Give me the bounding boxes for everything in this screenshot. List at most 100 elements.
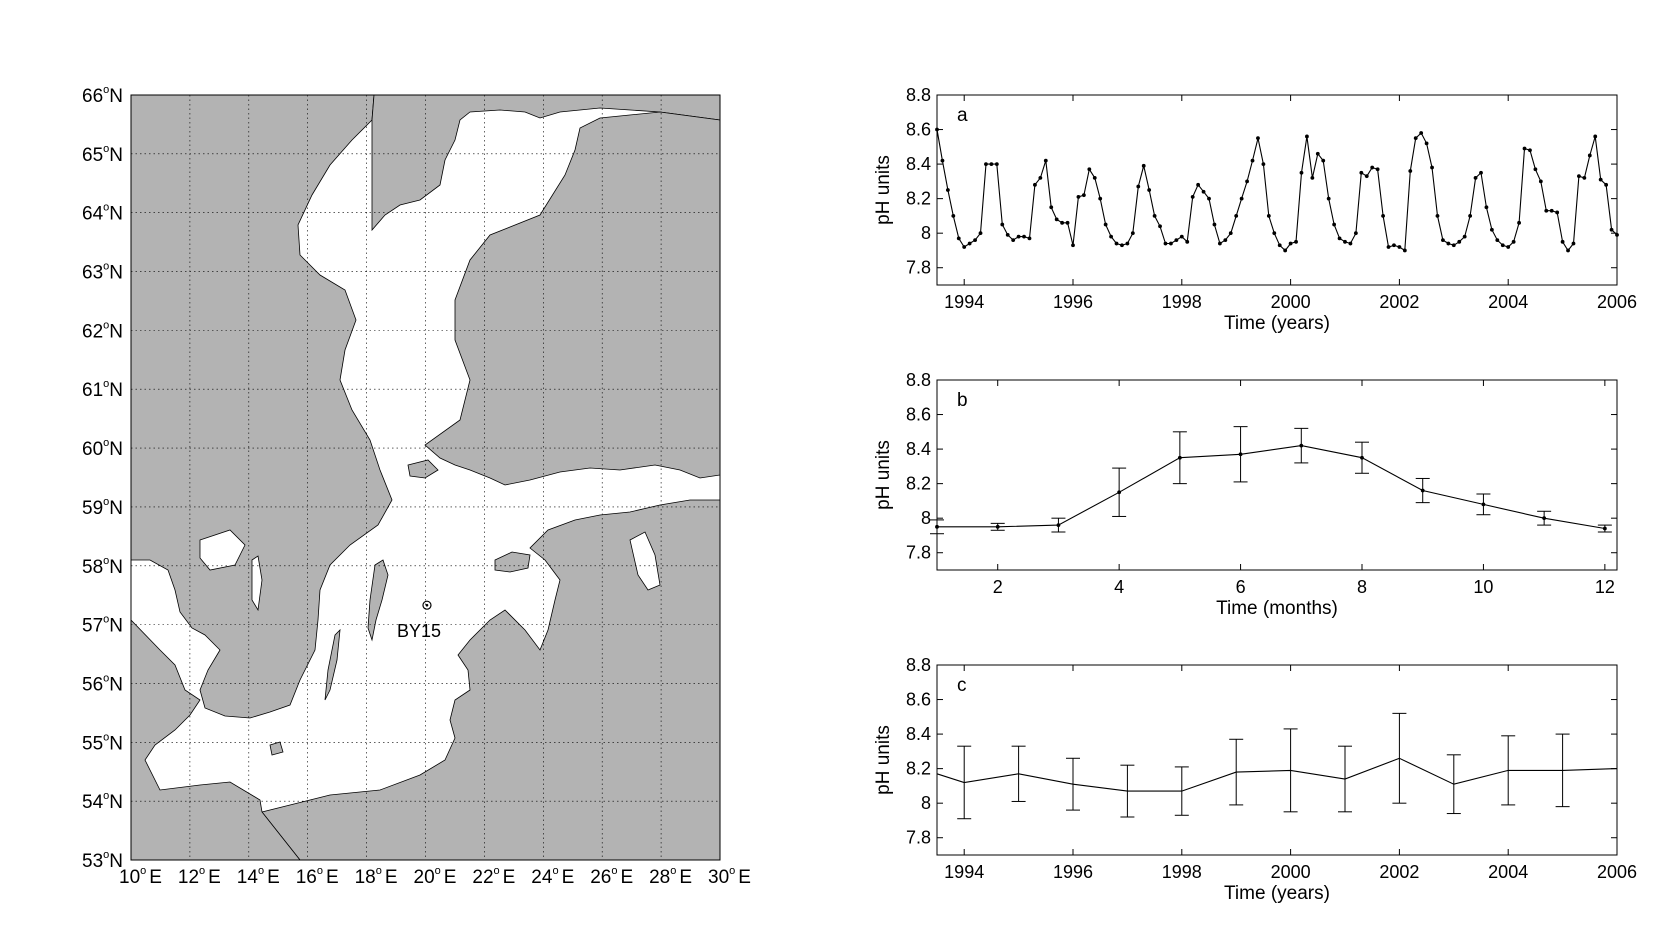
data-point (1511, 239, 1516, 244)
data-point (1582, 176, 1587, 180)
y-tick-label: 8.4 (906, 154, 931, 174)
longitude-label: 16o E (296, 865, 339, 888)
data-point (1152, 214, 1157, 218)
lake-peipus (629, 531, 661, 591)
longitude-label: 26o E (590, 865, 633, 888)
data-point (1261, 162, 1266, 166)
latitude-label: 60oN (82, 437, 123, 460)
latitude-label: 63oN (82, 261, 123, 284)
panel-label: a (957, 105, 968, 126)
data-point (1163, 241, 1168, 246)
panel-a-ph-timeseries: 1994 1996 1998 2000 2002 2004 2006 7.8 8 8.2 8.4 8.… (873, 85, 1637, 334)
map-frame (130, 94, 721, 861)
data-point (1245, 179, 1249, 184)
x-tick-label: 2002 (1379, 862, 1419, 882)
data-point (1370, 165, 1375, 170)
latitude-labels: 66oN 65oN 64oN 63oN 62oN 61oN 60oN 59oN 58oN 57oN… (82, 84, 123, 872)
data-point (1087, 167, 1092, 172)
data-point (1386, 245, 1391, 249)
data-point (1277, 243, 1282, 248)
data-point (1185, 239, 1190, 244)
data-point (1179, 234, 1184, 239)
longitude-labels: 10o E 12o E 14o E 16o E 18o E 20o E 22o E 24o E 26o E 28o E… (119, 865, 751, 888)
data-point (956, 236, 961, 241)
data-point (1196, 182, 1201, 187)
data-point (1566, 248, 1570, 253)
data-point (1076, 195, 1081, 199)
data-point (1011, 238, 1016, 242)
latitude-label: 64oN (82, 202, 123, 225)
data-point (1441, 238, 1445, 242)
panel-b-ph-monthly-climatology: 2 4 6 8 10 12 7.8 8 8.2 8.4 8.6 8.8 Time (months) pH … (873, 370, 1618, 619)
data-point (1033, 182, 1037, 187)
station-by15: BY15 (397, 600, 441, 641)
panel-c-ph-annual-mean: 1994 1996 1998 2000 2002 2004 2006 7.8 8 8.2 8.4 8.… (873, 655, 1637, 904)
station-label: BY15 (397, 621, 441, 641)
x-axis-label: Time (years) (1224, 883, 1330, 904)
y-tick-label: 8.4 (906, 439, 931, 459)
data-point (1136, 184, 1141, 189)
lapland-land (371, 95, 720, 232)
latitude-label: 55oN (82, 731, 123, 754)
data-point (1321, 158, 1326, 163)
longitude-label: 28o E (649, 865, 692, 888)
data-point (1228, 231, 1233, 236)
data-point (1392, 243, 1396, 248)
x-tick-label: 2004 (1488, 862, 1528, 882)
data-point (1332, 222, 1337, 227)
data-point (1120, 243, 1124, 248)
data-point (962, 245, 967, 249)
data-point (1081, 193, 1086, 198)
latitude-label: 56oN (82, 672, 123, 695)
data-point (1174, 238, 1179, 242)
data-point (1103, 222, 1108, 227)
data-point (1538, 179, 1543, 184)
data-point (1604, 182, 1609, 187)
y-tick-label: 8.8 (906, 85, 931, 105)
data-point (1016, 234, 1021, 239)
data-point (1190, 195, 1195, 199)
longitude-label: 12o E (178, 865, 221, 888)
data-point (994, 162, 999, 166)
data-point (1000, 222, 1005, 227)
y-tick-label: 8.6 (906, 120, 931, 140)
saaremaa-island (494, 551, 531, 573)
data-point (978, 231, 983, 236)
data-point (1337, 236, 1342, 241)
data-point (1022, 234, 1026, 239)
data-point (945, 188, 950, 192)
data-point (1098, 196, 1103, 201)
data-point (1577, 174, 1581, 179)
data-point (1054, 217, 1059, 222)
x-tick-label: 1994 (944, 292, 984, 312)
longitude-label: 22o E (472, 865, 515, 888)
latitude-label: 65oN (82, 143, 123, 166)
data-point (1027, 236, 1032, 241)
x-tick-label: 2004 (1488, 292, 1528, 312)
data-point (1310, 176, 1315, 180)
data-point (1587, 153, 1592, 158)
x-tick-label: 1996 (1053, 292, 1093, 312)
data-point (1528, 148, 1532, 153)
longitude-label: 30o E (708, 865, 751, 888)
y-tick-label: 8.2 (906, 189, 931, 209)
y-tick-label: 8.8 (906, 655, 931, 675)
gotland-island (367, 559, 389, 642)
x-tick-label: 10 (1473, 577, 1493, 597)
x-axis-label: Time (years) (1224, 313, 1330, 334)
y-tick-label: 8.8 (906, 370, 931, 390)
data-point (935, 127, 939, 132)
data-point (984, 162, 988, 166)
data-point (1462, 234, 1467, 239)
data-point (1130, 231, 1135, 236)
y-tick-label: 8.2 (906, 759, 931, 779)
scandinavia-land (131, 95, 393, 719)
baltic-states-land (261, 499, 720, 860)
latitude-label: 61oN (82, 378, 123, 401)
data-point (1533, 167, 1538, 172)
y-tick-label: 8.2 (906, 474, 931, 494)
data-point (1555, 210, 1560, 215)
bornholm-island (269, 741, 284, 756)
data-point (1424, 141, 1429, 146)
data-point (1348, 241, 1353, 246)
